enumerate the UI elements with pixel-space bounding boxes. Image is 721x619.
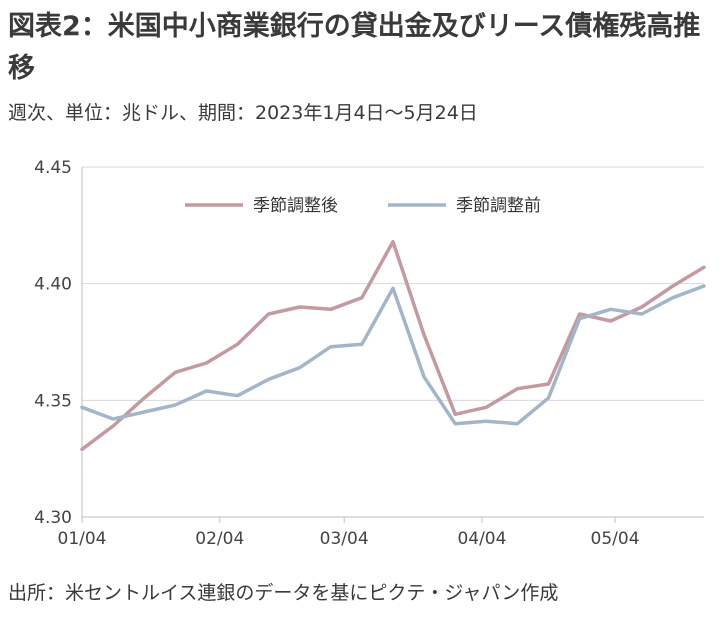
x-axis: 01/04 02/04 03/04 04/04 05/04 <box>58 167 704 549</box>
x-tick-label: 02/04 <box>195 529 244 549</box>
series-line-2 <box>80 284 706 426</box>
legend: 季節調整後 季節調整前 <box>185 196 541 216</box>
source-note: 出所：米セントルイス連銀のデータを基にピクテ・ジャパン作成 <box>8 582 559 604</box>
chart-subtitle: 週次、単位：兆ドル、期間：2023年1月4日～5月24日 <box>8 102 478 124</box>
series-line-1 <box>80 239 706 452</box>
x-tick-label: 04/04 <box>457 529 506 549</box>
legend-label: 季節調整後 <box>253 196 338 216</box>
x-tick-label: 01/04 <box>58 529 107 549</box>
x-tick-label: 05/04 <box>591 529 640 549</box>
x-tick-label: 03/04 <box>320 529 369 549</box>
series-lines <box>80 239 706 452</box>
line-chart: 4.30 4.35 4.40 4.45 01/04 02/04 03/04 04/04 05/… <box>34 158 706 549</box>
y-tick-label: 4.35 <box>34 391 72 411</box>
gridlines <box>82 166 704 401</box>
y-tick-label: 4.45 <box>34 158 72 178</box>
chart-title: 図表2：米国中小商業銀行の貸出金及びリース債権残高推移 <box>8 11 701 84</box>
y-tick-label: 4.40 <box>34 275 72 295</box>
y-tick-labels: 4.30 4.35 4.40 4.45 <box>34 158 72 528</box>
y-tick-label: 4.30 <box>34 508 72 528</box>
legend-label: 季節調整前 <box>456 196 541 216</box>
